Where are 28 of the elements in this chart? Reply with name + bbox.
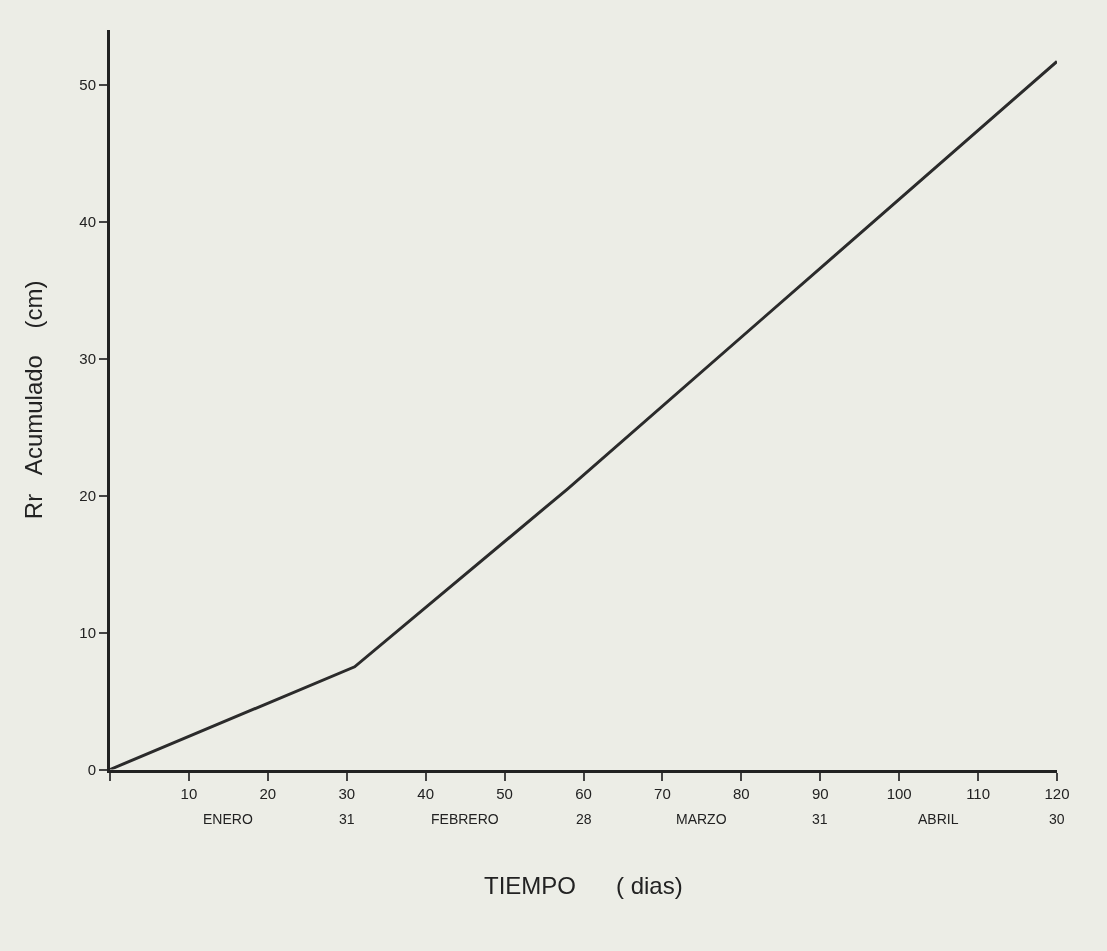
text: 28	[576, 811, 592, 827]
text: 31	[812, 811, 828, 827]
x-tick-label: 50	[496, 784, 513, 802]
x-tick-label: 100	[886, 784, 912, 802]
x-tick-label: 80	[732, 784, 750, 802]
text: 31	[339, 811, 355, 827]
x-tick-label: 30	[338, 784, 356, 802]
x-tick-label: 70	[654, 784, 671, 802]
x-tick-label: 40	[417, 784, 435, 802]
text: MARZO	[676, 811, 727, 827]
x-tick-label: 60	[575, 784, 592, 802]
x-tick-label: 110	[966, 784, 991, 802]
y-tick-label: 40	[79, 212, 96, 230]
y-axis-title: Rr Acumulado (cm)	[20, 280, 48, 520]
y-tick-label: 0	[87, 760, 96, 778]
y-tick-label: 20	[79, 486, 96, 504]
y-tick-label: 30	[79, 349, 96, 367]
x-tick-label: 90	[811, 784, 829, 802]
y-tick-label: 10	[79, 623, 96, 641]
text: 30	[1049, 811, 1065, 827]
x-tick-label: 10	[180, 784, 198, 802]
x-tick-label: 120	[1044, 784, 1070, 802]
x-tick-label: 20	[259, 784, 277, 802]
text: FEBRERO	[431, 811, 499, 827]
x-axis-title: TIEMPO ( dias)	[484, 872, 683, 899]
y-tick-label: 50	[79, 76, 96, 94]
text: ENERO	[203, 811, 253, 827]
text: ABRIL	[918, 811, 959, 827]
